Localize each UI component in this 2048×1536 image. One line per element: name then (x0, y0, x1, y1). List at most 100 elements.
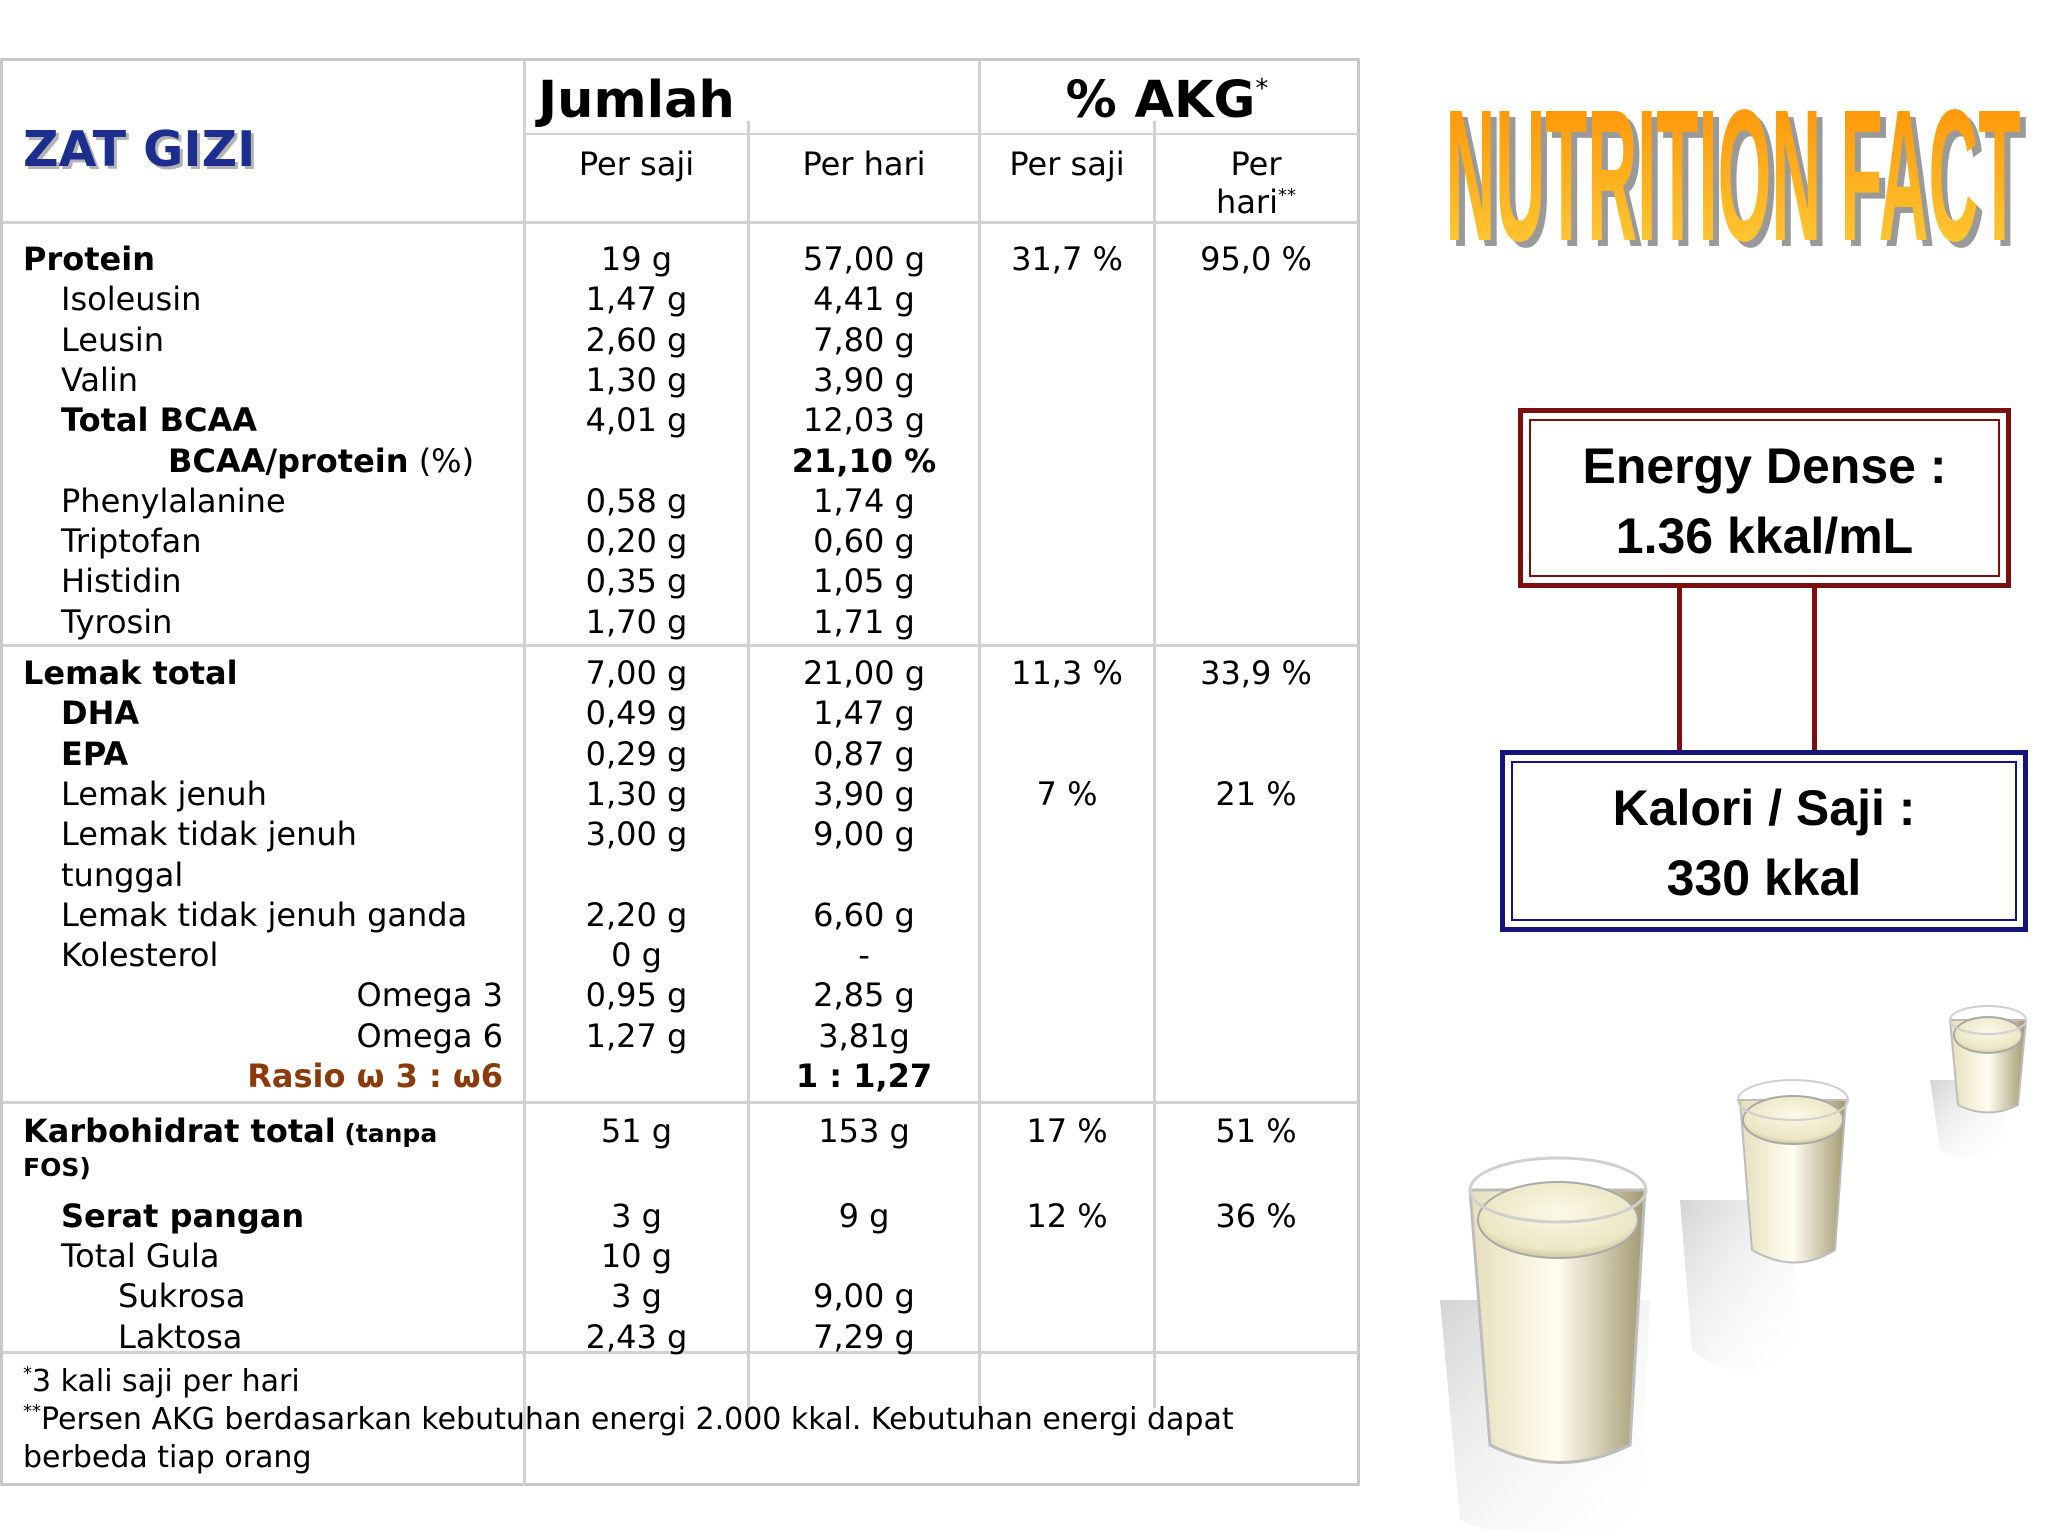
row-label: Lemak tidak jenuh ganda (61, 895, 467, 935)
row-label-text: BCAA/protein (168, 441, 409, 480)
footnote-2-text: Persen AKG berdasarkan kebutuhan energi … (41, 1402, 1234, 1437)
footnote-1: *3 kali saji per hari (23, 1363, 300, 1405)
jumlah-heading: Jumlah (526, 71, 747, 130)
row-label: Omega 6 (3, 1016, 504, 1056)
value-saji: 0,95 g (585, 976, 688, 1015)
value-hari: 57,00 g (802, 240, 926, 278)
footnote-1-text: 3 kali saji per hari (32, 1364, 300, 1399)
value-hari: 4,41 g (813, 280, 915, 319)
row-label-text: Triptofan (61, 522, 202, 561)
value-hari: 9,00 g (813, 1277, 915, 1316)
value-saji: 0,20 g (585, 522, 688, 561)
akg-per-hari-heading: Per hari** (1156, 145, 1356, 227)
value-hari: 7,29 g (813, 1317, 915, 1356)
value-hari: 6,60 g (813, 895, 915, 934)
value-hari: 1 : 1,27 (795, 1057, 933, 1095)
value-saji: 1,47 g (585, 280, 688, 319)
value-saji: 0,58 g (585, 481, 688, 520)
value-hari: 9,00 g (813, 815, 915, 854)
row-label: Valin (61, 360, 138, 400)
energy-dense-box: Energy Dense : 1.36 kkal/mL (1518, 408, 2011, 588)
value-hari: - (858, 936, 870, 975)
row-label: Serat pangan (61, 1196, 304, 1236)
row-label: Lemak jenuh (61, 774, 267, 814)
value-hari: 1,71 g (813, 602, 915, 641)
grid-line (1153, 121, 1156, 1408)
row-label-text: Lemak jenuh (61, 774, 267, 813)
value-saji: 0,49 g (585, 694, 688, 733)
nutrition-fact-title: NUTRITION FACT NUTRITION FACT (1446, 70, 2027, 270)
value-akg-hari: 36 % (1215, 1196, 1297, 1235)
value-saji: 4,01 g (585, 401, 688, 440)
grid-line (3, 221, 1358, 224)
connector-line-right (1812, 588, 1817, 750)
row-label: Omega 3 (3, 975, 504, 1015)
row-label: Laktosa (118, 1317, 242, 1357)
per-saji-heading: Per saji (578, 145, 695, 183)
row-label: Lemak tidak jenuh (61, 814, 357, 854)
row-label: Rasio ω 3 : ω6 (3, 1056, 503, 1096)
akg-footnote-mark: * (1255, 74, 1269, 104)
nutrition-table: ZAT GIZI Jumlah % AKG* Per saji Per hari… (0, 58, 1360, 1486)
kalori-saji-value: 330 kkal (1666, 850, 1862, 906)
value-hari: 0,87 g (813, 734, 915, 773)
value-saji: 1,30 g (585, 360, 688, 399)
row-label-text: Serat pangan (61, 1196, 305, 1235)
value-hari: 153 g (818, 1112, 910, 1150)
akg-heading: % AKG* (981, 71, 1353, 130)
jumlah-heading-text: Jumlah (538, 71, 735, 130)
value-akg-saji: 7 % (1036, 774, 1098, 813)
per-hari-heading: Per hari (802, 145, 926, 183)
value-akg-saji: 31,7 % (1011, 240, 1123, 278)
value-saji: 51 g (600, 1112, 673, 1150)
value-saji: 10 g (600, 1236, 673, 1275)
row-label-text: Kolesterol (61, 936, 219, 975)
akg-per-saji-heading: Per saji (1009, 145, 1125, 183)
value-saji: 2,60 g (585, 320, 688, 359)
row-label: Total Gula (61, 1236, 219, 1276)
row-label-text: Isoleusin (61, 280, 202, 319)
akg-per-hari-line2: hari (1216, 183, 1278, 221)
value-akg-hari: 95,0 % (1200, 240, 1312, 278)
value-saji: 2,20 g (585, 895, 688, 934)
row-label: Histidin (61, 561, 182, 601)
row-label: FOS) (23, 1145, 91, 1188)
value-akg-saji: 11,3 % (1011, 654, 1123, 692)
row-label-text: Sukrosa (118, 1277, 246, 1316)
grid-line (747, 121, 750, 1408)
milk-glasses-image (1440, 1005, 2028, 1530)
row-label-suffix: (tanpa (335, 1119, 438, 1148)
row-label: BCAA/protein (%) (168, 441, 474, 481)
zat-gizi-heading: ZAT GIZI (23, 121, 256, 178)
row-label: Leusin (61, 320, 164, 360)
row-label: Phenylalanine (61, 481, 286, 521)
grid-line (523, 61, 526, 1486)
row-label-text: Lemak tidak jenuh ganda (61, 895, 468, 934)
value-saji: 7,00 g (585, 654, 688, 692)
row-label-text: Tyrosin (61, 602, 173, 641)
akg-per-hari-line1: Per (1230, 145, 1282, 183)
kalori-saji-inner-border (1511, 761, 2017, 921)
row-label: Protein (23, 239, 155, 279)
footnote-2: **Persen AKG berdasarkan kebutuhan energ… (23, 1401, 1234, 1443)
value-hari: 21,00 g (802, 654, 926, 692)
row-label-text: Laktosa (118, 1317, 243, 1356)
value-saji: 1,70 g (585, 602, 688, 641)
row-label: Sukrosa (118, 1276, 245, 1316)
large-glass (1440, 1156, 1650, 1530)
grid-line (523, 133, 1358, 135)
row-label-text: Lemak tidak jenuh (61, 815, 357, 854)
value-saji: 19 g (600, 240, 673, 278)
energy-dense-inner-border (1529, 419, 2000, 577)
row-label: Karbohidrat total (tanpa (23, 1111, 437, 1154)
value-saji: 3 g (611, 1277, 662, 1316)
title-shadow: NUTRITION FACT (1452, 76, 2027, 270)
akg-heading-text: % AKG (1065, 71, 1256, 130)
row-label-suffix: (%) (408, 441, 475, 480)
row-label-text: tunggal (61, 855, 184, 894)
row-label-text: Omega 3 (356, 976, 504, 1015)
value-hari: 9 g (838, 1196, 890, 1235)
value-hari: 1,47 g (813, 694, 915, 733)
footnote-2-cont: berbeda tiap orang (23, 1440, 312, 1475)
grid-line (978, 61, 981, 1408)
